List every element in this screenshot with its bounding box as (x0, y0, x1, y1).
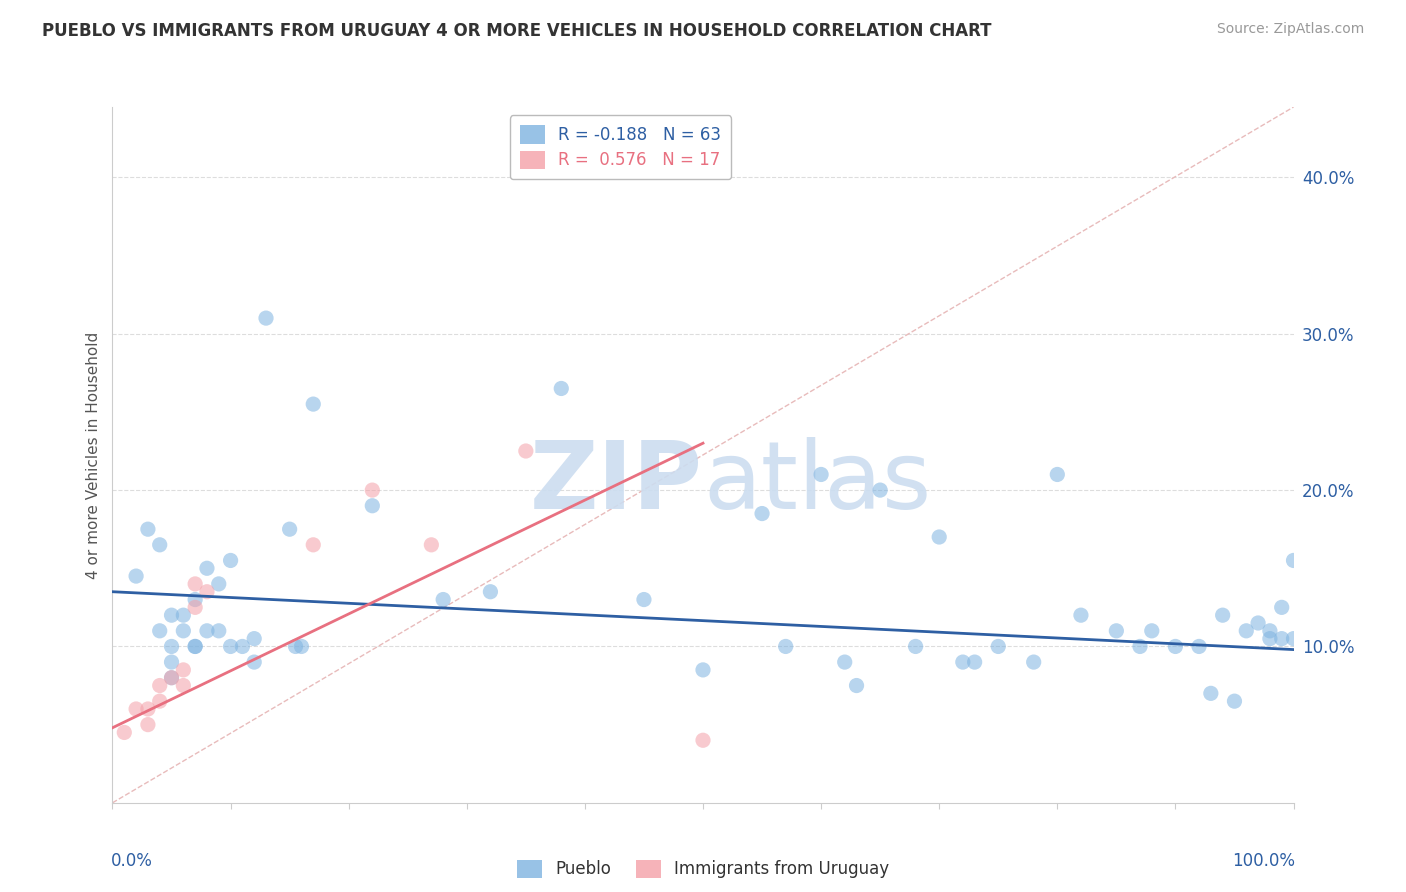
Point (160, 671, 183, 685)
Point (254, 311, 277, 326)
Point (160, 671, 183, 685)
Point (904, 640, 927, 654)
Point (1199, 686, 1222, 700)
Point (136, 702, 159, 716)
Point (125, 569, 148, 583)
Point (1258, 632, 1281, 646)
Point (420, 538, 443, 552)
Point (834, 655, 856, 669)
Point (149, 679, 172, 693)
Point (1046, 467, 1069, 482)
Point (515, 444, 537, 458)
Text: PUEBLO VS IMMIGRANTS FROM URUGUAY 4 OR MORE VEHICLES IN HOUSEHOLD CORRELATION CH: PUEBLO VS IMMIGRANTS FROM URUGUAY 4 OR M… (42, 22, 991, 40)
Text: 0.0%: 0.0% (111, 852, 153, 870)
Point (184, 600, 207, 615)
Point (172, 624, 194, 638)
Point (869, 483, 891, 497)
Point (775, 640, 797, 654)
Point (184, 592, 207, 607)
Point (231, 640, 253, 654)
Point (952, 655, 974, 669)
Point (550, 382, 572, 396)
Point (160, 608, 183, 623)
Point (136, 522, 159, 536)
Point (1105, 624, 1128, 638)
Point (208, 577, 231, 591)
Point (1188, 640, 1211, 654)
Point (302, 538, 325, 552)
Point (219, 553, 242, 567)
Point (184, 577, 207, 591)
Point (692, 733, 714, 747)
Point (160, 640, 183, 654)
Point (1140, 624, 1163, 638)
Point (1282, 553, 1305, 567)
Point (1271, 632, 1294, 646)
Point (243, 632, 266, 646)
Point (219, 640, 242, 654)
Point (432, 592, 454, 607)
Point (125, 702, 148, 716)
Point (633, 592, 655, 607)
Point (845, 679, 868, 693)
Point (1070, 608, 1092, 623)
Point (172, 663, 194, 677)
Legend: Pueblo, Immigrants from Uruguay: Pueblo, Immigrants from Uruguay (510, 853, 896, 885)
Point (195, 561, 218, 575)
Point (136, 717, 159, 731)
Text: Source: ZipAtlas.com: Source: ZipAtlas.com (1216, 22, 1364, 37)
Point (160, 655, 183, 669)
Y-axis label: 4 or more Vehicles in Household: 4 or more Vehicles in Household (86, 331, 101, 579)
Point (479, 584, 502, 599)
Point (751, 507, 773, 521)
Point (149, 538, 172, 552)
Point (243, 655, 266, 669)
Point (1282, 632, 1305, 646)
Point (112, 725, 135, 739)
Point (184, 640, 207, 654)
Point (1258, 624, 1281, 638)
Point (172, 608, 194, 623)
Text: atlas: atlas (703, 437, 931, 529)
Point (302, 397, 325, 411)
Text: 100.0%: 100.0% (1232, 852, 1295, 870)
Point (1247, 615, 1270, 630)
Point (1234, 624, 1257, 638)
Point (284, 640, 307, 654)
Point (987, 640, 1010, 654)
Point (172, 679, 194, 693)
Point (278, 522, 301, 536)
Point (208, 624, 231, 638)
Point (290, 640, 312, 654)
Point (361, 499, 384, 513)
Point (1212, 608, 1234, 623)
Point (1223, 694, 1246, 708)
Point (1164, 640, 1187, 654)
Point (361, 483, 384, 497)
Point (184, 640, 207, 654)
Point (195, 584, 218, 599)
Point (1129, 640, 1152, 654)
Point (149, 694, 172, 708)
Point (810, 467, 832, 482)
Text: ZIP: ZIP (530, 437, 703, 529)
Point (149, 624, 172, 638)
Point (1022, 655, 1045, 669)
Point (928, 530, 950, 544)
Point (692, 663, 714, 677)
Point (195, 624, 218, 638)
Point (1271, 600, 1294, 615)
Point (963, 655, 986, 669)
